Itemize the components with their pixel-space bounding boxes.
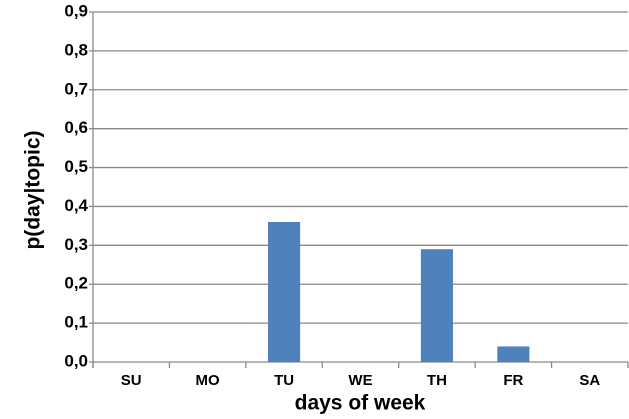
y-tick-label: 0,2 xyxy=(64,274,88,293)
y-tick-label: 0,6 xyxy=(64,118,88,137)
x-axis-title: days of week xyxy=(295,392,426,415)
bar xyxy=(497,346,530,362)
bar xyxy=(268,222,301,362)
y-tick-label: 0,3 xyxy=(64,235,88,254)
x-tick-label: SA xyxy=(579,372,600,389)
y-tick-label: 0,5 xyxy=(64,157,88,176)
y-tick-label: 0,0 xyxy=(64,351,88,370)
x-tick-label: TH xyxy=(427,372,447,389)
bar xyxy=(420,249,453,362)
x-tick-label: FR xyxy=(503,372,523,389)
y-tick-label: 0,9 xyxy=(64,1,88,20)
x-tick-label: SU xyxy=(121,372,142,389)
y-tick-label: 0,7 xyxy=(64,79,88,98)
y-axis-title: p(day|topic) xyxy=(22,130,45,249)
x-tick-label: MO xyxy=(196,372,220,389)
x-tick-label: WE xyxy=(348,372,372,389)
y-tick-label: 0,4 xyxy=(64,196,88,215)
x-tick-label: TU xyxy=(274,372,294,389)
y-tick-label: 0,8 xyxy=(64,40,88,59)
y-tick-label: 0,1 xyxy=(64,313,88,332)
